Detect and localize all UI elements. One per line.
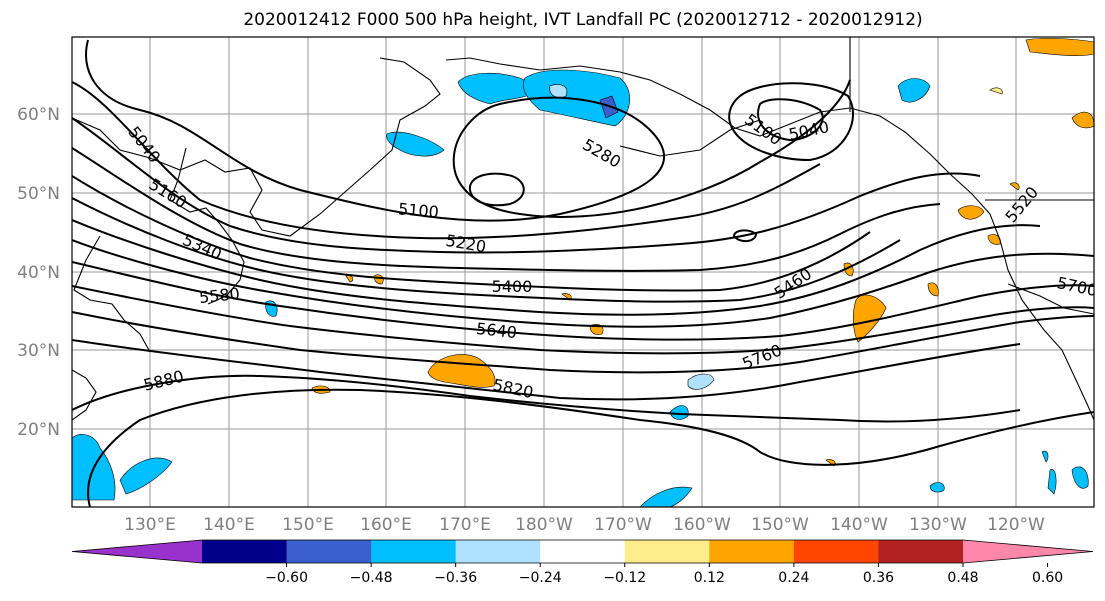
colorbar-extend-max — [963, 540, 1093, 563]
lon-label: 180°W — [515, 515, 573, 535]
contour-5160 — [72, 81, 821, 240]
lat-label: 50°N — [17, 184, 60, 204]
colorbar-outline — [71, 539, 1094, 564]
figure-title: 2020012412 F000 500 hPa height, IVT Land… — [243, 10, 922, 30]
contour-5640 — [72, 285, 1094, 355]
coastline-north-america-alaska — [445, 57, 1094, 421]
border-usa-mexico — [1007, 283, 1094, 315]
contour-closed-low-east — [732, 229, 758, 242]
ivt-area — [457, 72, 541, 105]
lon-label: 130°E — [124, 515, 176, 535]
contour-5760 — [72, 339, 1021, 401]
colorbar-tick-label: 0.24 — [778, 570, 809, 586]
lon-label: 130°W — [909, 515, 967, 535]
height-contours — [72, 39, 1094, 507]
contour-5580 — [72, 261, 1094, 341]
colorbar-tick-label: 0.48 — [947, 570, 978, 586]
ivt-area — [523, 69, 630, 127]
contour-label: 5400 — [492, 277, 533, 296]
ivt-area — [927, 282, 939, 297]
colorbar-tick-label: 0.60 — [1032, 570, 1063, 586]
coastline-asia — [72, 57, 441, 237]
ivt-area — [957, 205, 985, 220]
ivt-area — [386, 131, 445, 157]
colorbar-segment — [371, 540, 457, 563]
longitude-labels: 130°E 140°E 150°E 160°E 170°E 180°W 170°… — [124, 515, 1045, 535]
latitude-labels: 60°N 50°N 40°N 30°N 20°N — [17, 105, 60, 440]
lon-label: 160°E — [360, 515, 412, 535]
lon-label: 160°W — [673, 515, 731, 535]
ivt-area — [929, 482, 945, 493]
ivt-area — [119, 457, 173, 495]
colorbar-tick-label: 0.36 — [863, 570, 894, 586]
ivt-area — [1071, 111, 1094, 129]
map-panel: 5040 5160 5340 5580 5880 5100 5220 5400 … — [71, 36, 1095, 508]
contour-label: 5100 — [397, 199, 439, 221]
contour-5700 — [72, 311, 1094, 374]
colorbar-segment — [455, 540, 541, 563]
colorbar-tick-label: 0.12 — [694, 570, 725, 586]
ivt-area — [852, 294, 887, 343]
lon-label: 140°W — [830, 515, 888, 535]
ivt-area — [1047, 469, 1057, 495]
ivt-area — [897, 78, 931, 103]
colorbar-segment — [878, 540, 964, 563]
ivt-area — [1041, 450, 1049, 463]
colorbar-segment — [202, 540, 288, 563]
lon-label: 150°W — [751, 515, 809, 535]
contour-closed-low-west — [468, 172, 525, 207]
colorbar-tick-label: −0.24 — [519, 570, 562, 586]
ivt-area — [1009, 182, 1020, 191]
contour-closed-alaska — [757, 98, 824, 142]
coastline-aleutians — [619, 119, 761, 157]
colorbar-segment — [793, 540, 879, 563]
contour-5460 — [72, 219, 1041, 316]
colorbar-segment — [709, 540, 795, 563]
lon-label: 120°W — [987, 515, 1045, 535]
ivt-area — [669, 405, 689, 420]
lat-label: 20°N — [17, 420, 60, 440]
lat-label: 60°N — [17, 105, 60, 125]
ivt-area — [549, 84, 568, 98]
colorbar-tick-label: −0.60 — [265, 570, 308, 586]
lon-label: 150°E — [282, 515, 334, 535]
lon-label: 140°E — [203, 515, 255, 535]
contour-5280 — [72, 147, 941, 272]
contour-closed-alaska-outer — [728, 82, 854, 162]
contour-5400 — [72, 197, 901, 303]
colorbar-segment — [286, 540, 372, 563]
contour-5220 — [72, 117, 981, 254]
ivt-area — [1025, 37, 1094, 57]
colorbar-tick-label: −0.12 — [603, 570, 646, 586]
ivt-area — [989, 87, 1003, 95]
colorbar-segment — [540, 540, 626, 563]
colorbar-extend-min — [72, 540, 202, 563]
ivt-positive-shading — [311, 37, 1094, 467]
contour-label: 5640 — [475, 319, 517, 342]
ivt-area — [639, 486, 693, 507]
coastline-south-china — [72, 369, 97, 421]
ivt-negative-shading — [72, 69, 1089, 507]
contour-5520 — [72, 239, 1094, 328]
ivt-area — [687, 373, 715, 390]
lon-label: 170°W — [594, 515, 652, 535]
ivt-area — [1071, 466, 1089, 489]
colorbar-tick-label: −0.48 — [350, 570, 393, 586]
contour-5340 — [72, 175, 871, 292]
colorbar-segment — [624, 540, 710, 563]
map-frame — [71, 36, 1095, 508]
colorbar: −0.60 −0.48 −0.36 −0.24 −0.12 0.12 0.24 0.36 0.4… — [71, 539, 1094, 586]
lat-label: 40°N — [17, 263, 60, 283]
colorbar-tick-label: −0.36 — [434, 570, 477, 586]
contour-5880 — [87, 388, 1094, 507]
contour-label: 5580 — [198, 284, 240, 307]
lon-label: 170°E — [439, 515, 491, 535]
contour-5040 — [85, 39, 851, 222]
lat-label: 30°N — [17, 341, 60, 361]
ivt-area — [987, 234, 1001, 245]
contour-5820 — [72, 374, 1021, 423]
